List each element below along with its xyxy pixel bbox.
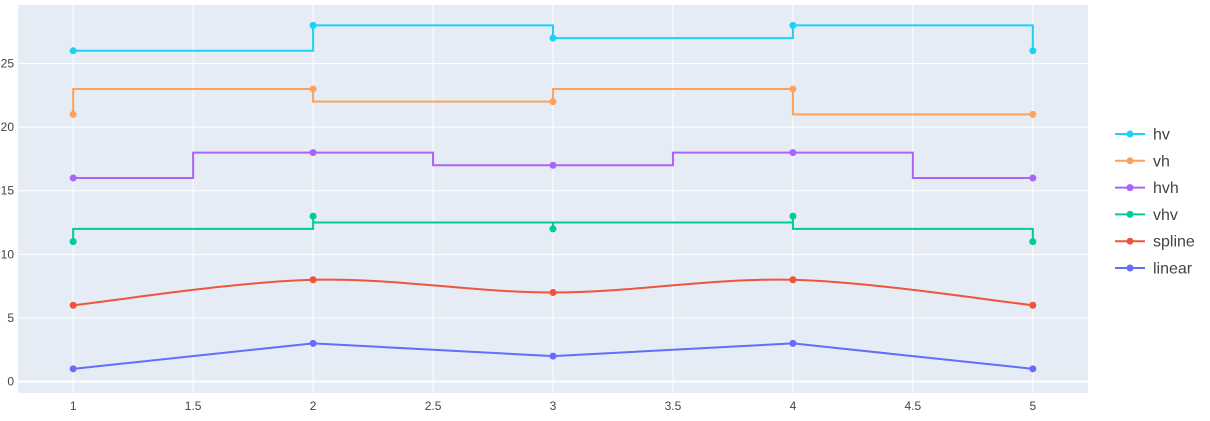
data-point-linear[interactable]	[309, 339, 317, 347]
data-point-vh[interactable]	[69, 110, 77, 118]
legend-label: hv	[1153, 127, 1170, 144]
x-tick-label: 1.5	[185, 399, 202, 413]
legend-label: vh	[1153, 153, 1170, 170]
legend-label: vhv	[1153, 207, 1178, 224]
x-tick-label: 4.5	[905, 399, 922, 413]
legend-item-vh[interactable]: vh	[1115, 153, 1170, 170]
legend-label: spline	[1153, 234, 1195, 251]
data-point-hvh[interactable]	[549, 161, 557, 169]
series-spline	[69, 276, 1037, 309]
y-tick-label: 5	[7, 311, 14, 325]
x-tick-label: 3.5	[665, 399, 682, 413]
y-tick-label: 20	[1, 120, 15, 134]
legend-swatch-marker	[1126, 184, 1134, 192]
data-point-linear[interactable]	[69, 365, 77, 373]
legend-swatch-marker	[1126, 130, 1134, 138]
y-tick-label: 25	[1, 57, 15, 71]
data-point-spline[interactable]	[789, 276, 797, 284]
data-point-hvh[interactable]	[309, 149, 317, 157]
data-point-hv[interactable]	[69, 47, 77, 55]
series-hv	[69, 21, 1037, 55]
data-point-vhv[interactable]	[309, 212, 317, 220]
x-axis-ticks: 1 1.5 2 2.5 3 3.5 4 4.5 5	[70, 399, 1037, 413]
series-hvh	[69, 149, 1037, 182]
y-tick-label: 0	[7, 375, 14, 389]
data-point-hv[interactable]	[789, 21, 797, 29]
y-tick-label: 15	[1, 184, 15, 198]
data-point-spline[interactable]	[309, 276, 317, 284]
x-tick-label: 1	[70, 399, 77, 413]
data-point-vh[interactable]	[549, 98, 557, 106]
data-point-spline[interactable]	[1029, 301, 1037, 309]
legend-swatch-marker	[1126, 157, 1134, 165]
data-point-hv[interactable]	[309, 21, 317, 29]
data-point-vh[interactable]	[309, 85, 317, 93]
legend-swatch-marker	[1126, 237, 1134, 245]
data-point-vh[interactable]	[1029, 110, 1037, 118]
series-linear	[69, 339, 1037, 373]
legend-label: hvh	[1153, 180, 1179, 197]
legend-item-hv[interactable]: hv	[1115, 127, 1170, 144]
data-point-linear[interactable]	[789, 339, 797, 347]
x-tick-label: 5	[1029, 399, 1036, 413]
data-point-spline[interactable]	[549, 289, 557, 297]
series-vh	[69, 85, 1037, 118]
x-tick-label: 4	[790, 399, 797, 413]
y-tick-label: 10	[1, 247, 15, 261]
data-point-vhv[interactable]	[549, 225, 557, 233]
legend-swatch-marker	[1126, 210, 1134, 218]
data-point-linear[interactable]	[549, 352, 557, 360]
series-layer	[69, 21, 1037, 373]
legend-swatch-marker	[1126, 264, 1134, 272]
data-point-vh[interactable]	[789, 85, 797, 93]
x-tick-label: 3	[550, 399, 557, 413]
data-point-vhv[interactable]	[1029, 238, 1037, 246]
legend-label: linear	[1153, 261, 1193, 278]
data-point-hvh[interactable]	[69, 174, 77, 182]
legend-item-vhv[interactable]: vhv	[1115, 207, 1178, 224]
series-vhv	[69, 212, 1037, 246]
x-tick-label: 2.5	[425, 399, 442, 413]
data-point-hv[interactable]	[549, 34, 557, 42]
legend[interactable]: hv vh hvh vhv spline linear	[1115, 127, 1195, 278]
legend-item-linear[interactable]: linear	[1115, 261, 1193, 278]
grid-lines	[18, 5, 1088, 393]
legend-item-spline[interactable]: spline	[1115, 234, 1195, 251]
data-point-vhv[interactable]	[789, 212, 797, 220]
y-axis-ticks: 0 5 10 15 20 25	[1, 57, 15, 389]
data-point-vhv[interactable]	[69, 238, 77, 246]
data-point-spline[interactable]	[69, 301, 77, 309]
data-point-hv[interactable]	[1029, 47, 1037, 55]
data-point-hvh[interactable]	[789, 149, 797, 157]
x-tick-label: 2	[310, 399, 317, 413]
legend-item-hvh[interactable]: hvh	[1115, 180, 1179, 197]
data-point-linear[interactable]	[1029, 365, 1037, 373]
data-point-hvh[interactable]	[1029, 174, 1037, 182]
